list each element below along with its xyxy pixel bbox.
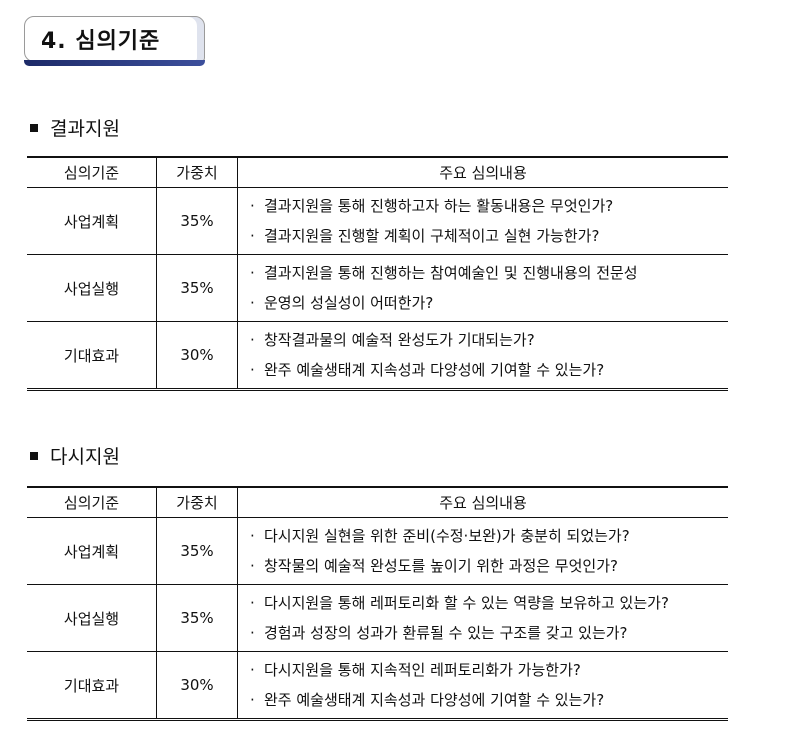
header-criterion: 심의기준: [27, 156, 157, 188]
content-item-text: 창작물의 예술적 완성도를 높이기 위한 과정은 무엇인가?: [264, 557, 618, 575]
table-header-row: 심의기준 가중치 주요 심의내용: [27, 486, 728, 518]
section-heading-re-support: 다시지원: [30, 442, 120, 469]
table-row: 사업계획 35% · 결과지원을 통해 진행하고자 하는 활동내용은 무엇인가? …: [27, 187, 728, 255]
content-item-text: 결과지원을 진행할 계획이 구체적이고 실현 가능한가?: [264, 227, 600, 245]
section-heading-result-support: 결과지원: [30, 114, 120, 141]
content-item-text: 완주 예술생태계 지속성과 다양성에 기여할 수 있는가?: [264, 361, 605, 379]
criterion-cell: 기대효과: [27, 321, 157, 391]
content-item-text: 경험과 성장의 성과가 환류될 수 있는 구조를 갖고 있는가?: [264, 624, 628, 642]
header-content: 주요 심의내용: [237, 156, 728, 188]
list-item: · 결과지원을 통해 진행하고자 하는 활동내용은 무엇인가?: [250, 197, 614, 215]
header-content: 주요 심의내용: [237, 486, 728, 518]
criterion-cell: 사업실행: [27, 254, 157, 322]
content-cell: · 결과지원을 통해 진행하는 참여예술인 및 진행내용의 전문성 · 운영의 성실…: [237, 254, 728, 322]
table-row: 기대효과 30% · 다시지원을 통해 지속적인 레퍼토리화가 가능한가? · 완주…: [27, 651, 728, 721]
table-row: 사업실행 35% · 결과지원을 통해 진행하는 참여예술인 및 진행내용의 전문…: [27, 254, 728, 322]
content-cell: · 다시지원 실현을 위한 준비(수정·보완)가 충분히 되었는가? · 창작물의 …: [237, 517, 728, 585]
criterion-cell: 사업계획: [27, 187, 157, 255]
list-item: · 경험과 성장의 성과가 환류될 수 있는 구조를 갖고 있는가?: [250, 624, 628, 642]
content-item-text: 완주 예술생태계 지속성과 다양성에 기여할 수 있는가?: [264, 691, 605, 709]
header-weight: 가중치: [156, 486, 238, 518]
criterion-cell: 사업실행: [27, 584, 157, 652]
table-row: 사업실행 35% · 다시지원을 통해 레퍼토리화 할 수 있는 역량을 보유하고…: [27, 584, 728, 652]
table-header-row: 심의기준 가중치 주요 심의내용: [27, 156, 728, 188]
weight-cell: 35%: [156, 187, 238, 255]
criteria-table-result-support: 심의기준 가중치 주요 심의내용 사업계획 35% · 결과지원을 통해 진행하고…: [27, 156, 728, 391]
list-item: · 다시지원을 통해 레퍼토리화 할 수 있는 역량을 보유하고 있는가?: [250, 594, 669, 612]
header-weight: 가중치: [156, 156, 238, 188]
square-bullet-icon: [30, 452, 38, 460]
content-item-text: 다시지원 실현을 위한 준비(수정·보완)가 충분히 되었는가?: [264, 527, 630, 545]
table-row: 사업계획 35% · 다시지원 실현을 위한 준비(수정·보완)가 충분히 되었는…: [27, 517, 728, 585]
content-item-text: 운영의 성실성이 어떠한가?: [264, 294, 434, 312]
title-underline: [24, 60, 205, 66]
weight-cell: 35%: [156, 584, 238, 652]
content-cell: · 다시지원을 통해 지속적인 레퍼토리화가 가능한가? · 완주 예술생태계 지속…: [237, 651, 728, 721]
weight-cell: 35%: [156, 254, 238, 322]
page-title: 4. 심의기준: [41, 29, 161, 54]
list-item: · 완주 예술생태계 지속성과 다양성에 기여할 수 있는가?: [250, 691, 605, 709]
content-item-text: 결과지원을 통해 진행하는 참여예술인 및 진행내용의 전문성: [264, 264, 638, 282]
criteria-table-re-support: 심의기준 가중치 주요 심의내용 사업계획 35% · 다시지원 실현을 위한 준…: [27, 486, 728, 721]
list-item: · 결과지원을 진행할 계획이 구체적이고 실현 가능한가?: [250, 227, 600, 245]
content-cell: · 창작결과물의 예술적 완성도가 기대되는가? · 완주 예술생태계 지속성과 다…: [237, 321, 728, 391]
content-item-text: 결과지원을 통해 진행하고자 하는 활동내용은 무엇인가?: [264, 197, 614, 215]
square-bullet-icon: [30, 124, 38, 132]
weight-cell: 30%: [156, 321, 238, 391]
weight-cell: 30%: [156, 651, 238, 721]
content-item-text: 창작결과물의 예술적 완성도가 기대되는가?: [264, 331, 535, 349]
list-item: · 창작물의 예술적 완성도를 높이기 위한 과정은 무엇인가?: [250, 557, 618, 575]
content-item-text: 다시지원을 통해 지속적인 레퍼토리화가 가능한가?: [264, 661, 581, 679]
content-cell: · 다시지원을 통해 레퍼토리화 할 수 있는 역량을 보유하고 있는가? · 경험…: [237, 584, 728, 652]
section-heading-label: 다시지원: [50, 446, 120, 468]
list-item: · 완주 예술생태계 지속성과 다양성에 기여할 수 있는가?: [250, 361, 605, 379]
list-item: · 다시지원 실현을 위한 준비(수정·보완)가 충분히 되었는가?: [250, 527, 630, 545]
section-title-box: 4. 심의기준: [24, 16, 205, 66]
weight-cell: 35%: [156, 517, 238, 585]
content-cell: · 결과지원을 통해 진행하고자 하는 활동내용은 무엇인가? · 결과지원을 진행…: [237, 187, 728, 255]
criterion-cell: 기대효과: [27, 651, 157, 721]
list-item: · 운영의 성실성이 어떠한가?: [250, 294, 434, 312]
content-item-text: 다시지원을 통해 레퍼토리화 할 수 있는 역량을 보유하고 있는가?: [264, 594, 669, 612]
list-item: · 결과지원을 통해 진행하는 참여예술인 및 진행내용의 전문성: [250, 264, 638, 282]
section-heading-label: 결과지원: [50, 118, 120, 140]
criterion-cell: 사업계획: [27, 517, 157, 585]
list-item: · 다시지원을 통해 지속적인 레퍼토리화가 가능한가?: [250, 661, 581, 679]
list-item: · 창작결과물의 예술적 완성도가 기대되는가?: [250, 331, 535, 349]
table-row: 기대효과 30% · 창작결과물의 예술적 완성도가 기대되는가? · 완주 예술생…: [27, 321, 728, 391]
header-criterion: 심의기준: [27, 486, 157, 518]
